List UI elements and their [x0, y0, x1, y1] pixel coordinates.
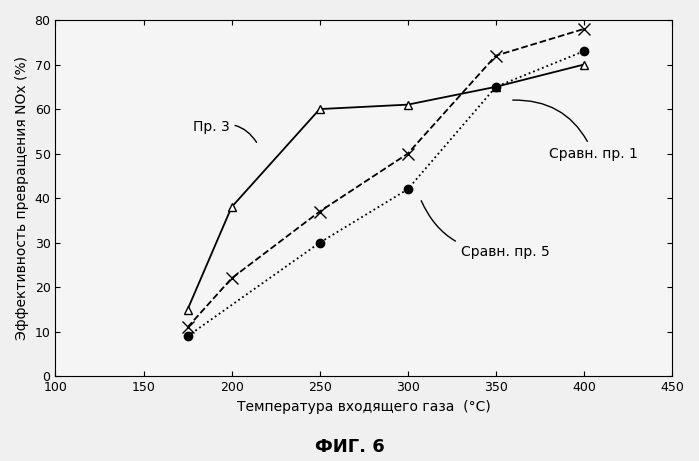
Line: Сравн. пр. 1: Сравн. пр. 1 [182, 24, 589, 333]
Сравн. пр. 5 [579, 48, 588, 54]
Сравн. пр. 5 [491, 84, 500, 89]
Сравн. пр. 5 [403, 187, 412, 192]
Сравн. пр. 5 [315, 240, 324, 245]
Text: ФИГ. 6: ФИГ. 6 [315, 438, 384, 456]
Сравн. пр. 1 [315, 209, 324, 214]
Сравн. пр. 1 [183, 325, 192, 330]
Сравн. пр. 1 [403, 151, 412, 156]
Пр. 3 [491, 84, 500, 89]
Пр. 3 [579, 62, 588, 67]
Пр. 3 [315, 106, 324, 112]
Text: Сравн. пр. 5: Сравн. пр. 5 [421, 201, 549, 259]
Сравн. пр. 1 [491, 53, 500, 59]
Line: Сравн. пр. 5: Сравн. пр. 5 [183, 47, 588, 340]
Text: Пр. 3: Пр. 3 [193, 120, 257, 142]
Пр. 3 [227, 204, 236, 210]
Сравн. пр. 1 [227, 276, 236, 281]
Сравн. пр. 5 [183, 333, 192, 339]
Пр. 3 [183, 307, 192, 312]
Пр. 3 [403, 102, 412, 107]
Line: Пр. 3: Пр. 3 [183, 60, 588, 313]
Text: Сравн. пр. 1: Сравн. пр. 1 [513, 100, 637, 160]
Сравн. пр. 1 [579, 26, 588, 32]
X-axis label: Температура входящего газа  (°C): Температура входящего газа (°C) [237, 400, 491, 414]
Y-axis label: Эффективность превращения NOx (%): Эффективность превращения NOx (%) [15, 56, 29, 340]
